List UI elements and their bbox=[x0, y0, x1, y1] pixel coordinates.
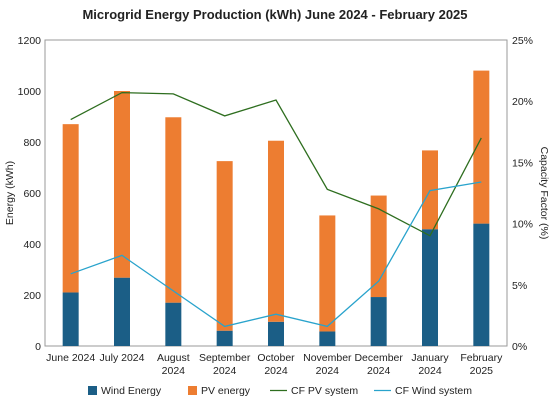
bar-pv-energy bbox=[165, 117, 182, 303]
y-right-tick-label: 0% bbox=[512, 341, 527, 353]
y-right-tick-label: 10% bbox=[512, 219, 533, 231]
x-axis-ticks: June 2024 July 2024 August 2024 September 202… bbox=[46, 352, 503, 377]
lines-group bbox=[70, 91, 482, 328]
y-left-tick-label: 200 bbox=[23, 290, 41, 302]
legend-label-wind-energy: Wind Energy bbox=[101, 385, 162, 397]
bar-wind-energy bbox=[268, 321, 284, 346]
bar-wind-energy bbox=[114, 277, 130, 346]
bar-pv-energy bbox=[319, 215, 336, 332]
x-tick-label: August 2024 bbox=[157, 352, 190, 377]
left-axis-ticks: 0 200 400 600 800 1000 1200 bbox=[18, 35, 42, 353]
bar-pv-energy bbox=[216, 161, 233, 331]
x-tick-label: October 2024 bbox=[257, 352, 295, 377]
bar-pv-energy bbox=[268, 140, 284, 322]
y-left-tick-label: 400 bbox=[23, 239, 41, 251]
bar-pv-energy bbox=[114, 91, 130, 278]
legend-swatch-wind-energy bbox=[88, 386, 97, 395]
line-cf-wind-system bbox=[70, 181, 482, 328]
legend: Wind Energy PV energy CF PV system CF Wind … bbox=[88, 385, 472, 397]
y-left-tick-label: 1200 bbox=[18, 35, 42, 47]
chart-title: Microgrid Energy Production (kWh) June 2… bbox=[82, 7, 467, 22]
bar-wind-energy bbox=[422, 229, 438, 346]
x-tick-label: December 2024 bbox=[354, 352, 403, 377]
y-left-tick-label: 1000 bbox=[18, 86, 42, 98]
right-axis-ticks: 0% 5% 10% 15% 20% 25% bbox=[512, 35, 533, 353]
y-right-tick-label: 20% bbox=[512, 96, 533, 108]
y-right-tick-label: 25% bbox=[512, 35, 533, 47]
y-right-tick-label: 5% bbox=[512, 280, 527, 292]
x-tick-label: September 2024 bbox=[199, 352, 251, 377]
bar-wind-energy bbox=[165, 302, 182, 346]
y-left-tick-label: 600 bbox=[23, 188, 41, 200]
bar-wind-energy bbox=[473, 223, 490, 346]
bar-wind-energy bbox=[319, 331, 336, 346]
bar-pv-energy bbox=[370, 195, 387, 298]
x-tick-label: November 2024 bbox=[303, 352, 352, 377]
x-tick-label: January 2024 bbox=[411, 352, 449, 377]
line-cf-pv-system bbox=[70, 91, 482, 237]
bar-wind-energy bbox=[216, 330, 233, 346]
legend-swatch-pv-energy bbox=[188, 386, 197, 395]
x-tick-label: July 2024 bbox=[100, 352, 145, 364]
x-tick-label: February 2025 bbox=[460, 352, 503, 377]
bars-group bbox=[62, 70, 490, 346]
y-axis-left-title: Energy (kWh) bbox=[4, 161, 16, 225]
y-left-tick-label: 800 bbox=[23, 137, 41, 149]
y-left-tick-label: 0 bbox=[35, 341, 41, 353]
bar-wind-energy bbox=[370, 297, 387, 346]
bar-pv-energy bbox=[422, 150, 438, 230]
legend-label-pv-energy: PV energy bbox=[201, 385, 251, 397]
bar-pv-energy bbox=[62, 124, 79, 293]
y-axis-right-title: Capacity Factor (%) bbox=[538, 147, 550, 240]
x-tick-label: June 2024 bbox=[46, 352, 95, 364]
y-right-tick-label: 15% bbox=[512, 157, 533, 169]
bar-wind-energy bbox=[62, 292, 79, 346]
legend-label-cf-wind-system: CF Wind system bbox=[395, 385, 472, 397]
bar-pv-energy bbox=[473, 70, 490, 224]
legend-label-cf-pv-system: CF PV system bbox=[291, 385, 358, 397]
